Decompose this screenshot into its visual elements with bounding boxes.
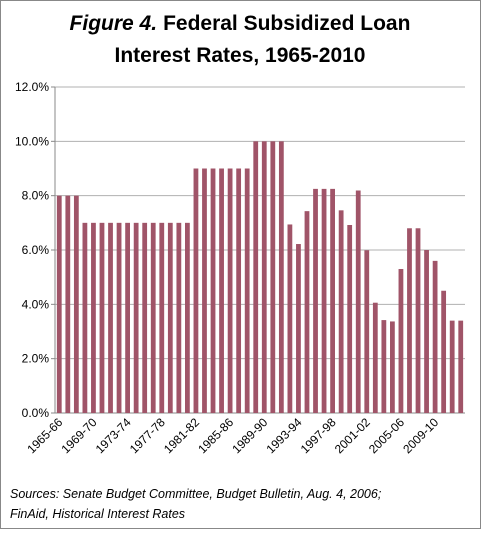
bar [278,141,284,414]
bar [167,222,173,413]
bar [202,168,207,413]
y-tick-label: 12.0% [15,80,49,94]
y-tick-label: 10.0% [15,134,49,148]
bar [236,168,242,413]
y-tick-label: 4.0% [22,297,50,311]
bar [261,141,267,414]
bar [91,222,96,413]
bar [133,222,139,413]
figure-number: Figure 4. [70,12,158,35]
bar [441,290,447,413]
bar [424,250,429,413]
chart-title: Figure 4. Federal Subsidized Loan [70,12,411,35]
title-line: Interest Rates, 1965-2010 [115,44,366,67]
bar [347,225,353,413]
bar [415,228,421,413]
bar [321,188,327,413]
bar [364,250,370,413]
bar [65,195,71,413]
y-tick-label: 6.0% [22,243,50,257]
y-tick-label: 2.0% [22,352,50,366]
bar [82,222,88,413]
bar [150,222,156,413]
bar [270,141,276,414]
bar [338,210,344,413]
bar [432,260,438,413]
bar [193,168,199,413]
bar [313,188,318,413]
bar [99,222,105,413]
source: Sources: Senate Budget Committee, Budget… [10,487,382,501]
bar [116,222,122,413]
bar [407,228,412,413]
bar [185,222,190,413]
bar [73,195,79,413]
bar [398,269,404,413]
bar [287,224,293,413]
bar [125,222,130,413]
bar [176,222,182,413]
bar [381,320,387,413]
y-tick-label: 0.0% [22,406,50,420]
source: FinAid, Historical Interest Rates [10,507,185,521]
bar [56,195,62,413]
bar [330,188,335,413]
bar [159,222,165,413]
bar [244,168,250,413]
bar [449,320,455,413]
bar [227,168,233,413]
bar [108,222,113,413]
bar [355,190,361,413]
bar [253,141,259,414]
y-tick-label: 8.0% [22,189,50,203]
bar [372,302,378,413]
bar [458,320,464,413]
bar [210,168,216,413]
bar [304,211,310,413]
bar [219,168,224,413]
bar [296,244,301,413]
bar [390,321,395,413]
title-line: Federal Subsidized Loan [163,12,410,35]
bar [142,222,148,413]
